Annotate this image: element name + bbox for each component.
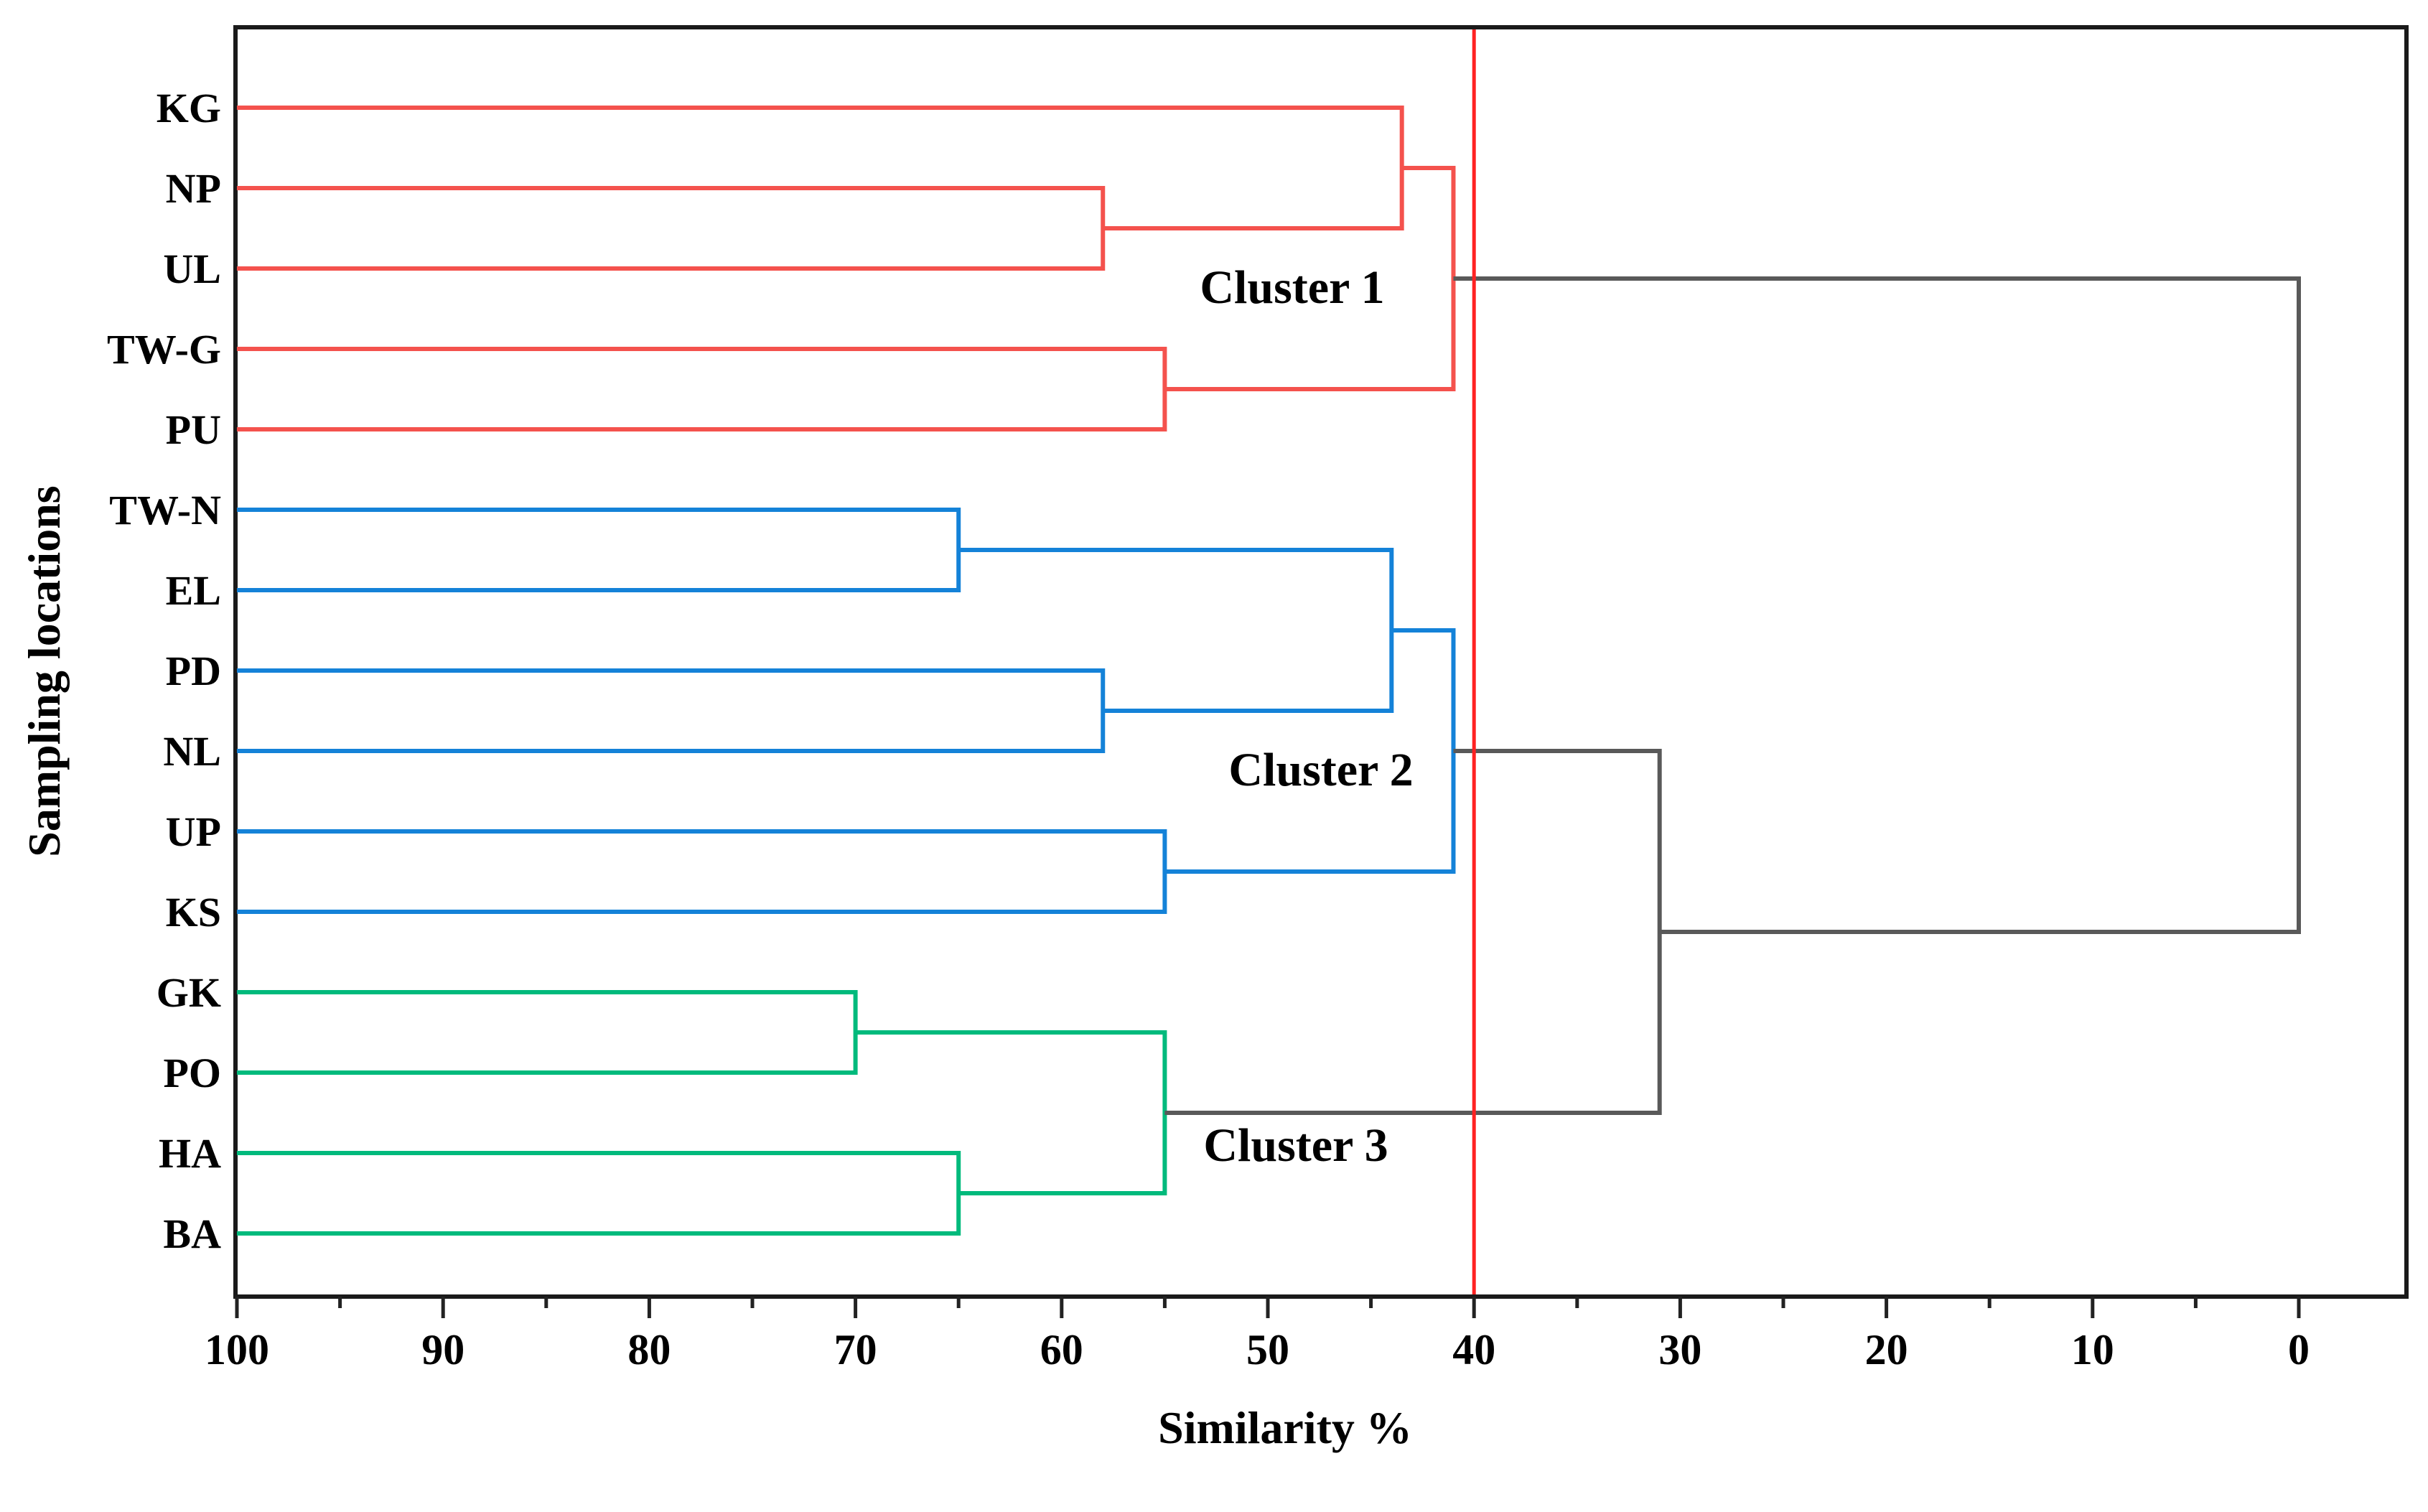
- leaf-label-GK: GK: [157, 969, 221, 1016]
- plot-frame: [233, 25, 2409, 1299]
- leaf-label-NP: NP: [166, 165, 221, 212]
- cluster-label-cluster1: Cluster 1: [1200, 261, 1384, 314]
- merge-link-M10: [237, 990, 858, 1075]
- y-axis-title: Sampling locations: [19, 485, 70, 857]
- merge-link-M3: [237, 347, 1167, 431]
- merge-link-M7: [958, 548, 1394, 713]
- leaf-label-KS: KS: [166, 889, 221, 935]
- merge-link-M5: [237, 508, 961, 592]
- leaf-label-HA: HA: [159, 1130, 221, 1177]
- leaf-label-KG: KG: [157, 85, 221, 131]
- x-axis-title: Similarity %: [1158, 1402, 1412, 1453]
- merge-link-M8: [237, 829, 1167, 914]
- x-axis-tick-label: 10: [2071, 1326, 2114, 1373]
- leaf-label-BA: BA: [163, 1210, 221, 1257]
- x-axis-tick-label: 80: [627, 1326, 671, 1373]
- merge-link-M13: [1164, 749, 1662, 1115]
- merge-link-M6: [237, 668, 1106, 753]
- cluster-label-cluster2: Cluster 2: [1228, 744, 1413, 796]
- leaf-label-EL: EL: [166, 567, 221, 614]
- merge-link-M12: [855, 1030, 1167, 1195]
- x-axis-tick-label: 20: [1865, 1326, 1908, 1373]
- leaf-label-PU: PU: [166, 406, 221, 453]
- leaf-label-UL: UL: [163, 246, 221, 292]
- x-axis-tick-label: 0: [2288, 1326, 2310, 1373]
- leaf-label-UP: UP: [166, 808, 221, 855]
- cluster-label-cluster3: Cluster 3: [1203, 1119, 1388, 1172]
- merge-link-M14: [1453, 276, 2301, 934]
- leaf-label-TW-N: TW-N: [109, 487, 221, 533]
- leaf-label-NL: NL: [163, 728, 221, 775]
- leaf-label-PO: PO: [163, 1050, 221, 1096]
- merge-link-M11: [237, 1151, 961, 1236]
- x-axis-tick-label: 100: [205, 1326, 269, 1373]
- merge-link-M1: [237, 186, 1106, 271]
- x-axis-tick-label: 70: [834, 1326, 877, 1373]
- leaf-label-PD: PD: [166, 648, 221, 694]
- x-axis-tick-label: 90: [421, 1326, 464, 1373]
- x-axis-tick-label: 40: [1452, 1326, 1495, 1373]
- x-axis-tick-label: 30: [1658, 1326, 1701, 1373]
- leaf-label-TW-G: TW-G: [107, 326, 221, 373]
- merge-link-M2: [237, 106, 1404, 230]
- x-axis-tick-label: 60: [1040, 1326, 1083, 1373]
- x-axis-tick-label: 50: [1246, 1326, 1289, 1373]
